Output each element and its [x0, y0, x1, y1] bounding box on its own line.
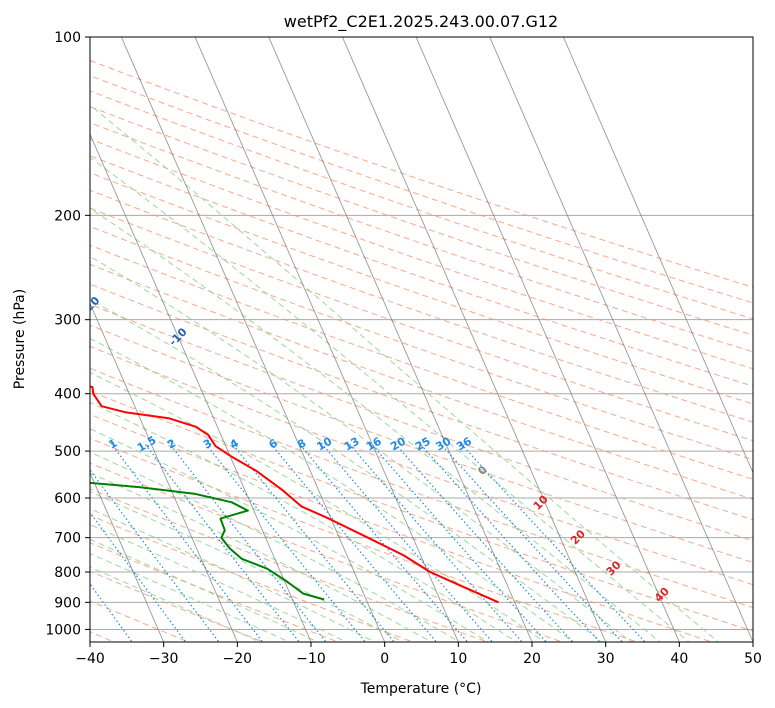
- y-tick-label: 300: [54, 313, 81, 329]
- mixing-ratio-line: [203, 441, 367, 642]
- dry-adiabat-line: [90, 172, 753, 405]
- mixing-ratio-label: 0.2: [0, 434, 3, 455]
- dry-adiabat-line: [90, 514, 415, 642]
- moist-adiabat-line: [90, 451, 461, 642]
- isotherm-line: [90, 133, 312, 642]
- mixing-ratio-line: [418, 441, 601, 642]
- dry-adiabat-line: [90, 390, 753, 632]
- dry-adiabat-line: [90, 413, 714, 642]
- isotherm-line: [415, 37, 680, 642]
- x-tick-label: −10: [296, 651, 326, 667]
- dry-adiabat-line: [90, 155, 753, 387]
- dewpoint-trace: [90, 481, 325, 601]
- mixing-ratio-line: [393, 441, 574, 642]
- x-axis: −40 −30 −20 −10 0 10 20 30 40 50: [75, 642, 762, 667]
- y-tick-label: 400: [54, 387, 81, 403]
- x-tick-label: 20: [523, 651, 541, 667]
- y-tick-label: 700: [54, 531, 81, 547]
- dry-adiabat-line: [90, 303, 753, 542]
- moist-adiabat-line: [90, 104, 720, 642]
- background-lines: [90, 37, 753, 642]
- isotherm-line: [562, 37, 753, 474]
- moist-adiabat-line: [90, 553, 291, 642]
- isotherm-line: [489, 37, 753, 642]
- moist-adiabat-line: [90, 156, 690, 642]
- dry-adiabat-line: [90, 488, 490, 642]
- isotherm-line: [194, 37, 459, 642]
- x-tick-label: −40: [75, 651, 105, 667]
- y-tick-label: 100: [54, 30, 81, 46]
- y-tick-label: 600: [54, 491, 81, 507]
- moist-adiabat-line: [90, 428, 489, 642]
- moist-adiabat-line: [90, 566, 262, 642]
- dry-adiabat-line: [90, 324, 753, 564]
- y-tick-label: 900: [54, 595, 81, 611]
- isotherm-line: [341, 37, 607, 642]
- y-axis: 100 200 300 400 500 600 700 800 900 1000: [45, 30, 90, 638]
- mixing-ratio-line: [143, 441, 301, 642]
- x-tick-label: 30: [597, 651, 615, 667]
- mixing-ratio-line: [269, 441, 438, 642]
- y-axis-title: Pressure (hPa): [12, 289, 28, 389]
- series-layer: [90, 385, 499, 604]
- isotherm-line: [90, 302, 238, 642]
- dry-adiabat-line: [90, 75, 753, 304]
- mixing-ratio-line: [109, 441, 264, 642]
- dry-adiabat-line: [90, 90, 753, 320]
- isotherm-line: [120, 37, 386, 642]
- mixing-ratio-line: [297, 441, 469, 642]
- x-axis-title: Temperature (°C): [360, 681, 482, 697]
- y-tick-label: 1000: [45, 622, 81, 638]
- moist-adiabat-line: [90, 299, 604, 642]
- isotherm-line: [90, 471, 165, 642]
- y-tick-label: 800: [54, 565, 81, 581]
- x-tick-label: 10: [449, 651, 467, 667]
- x-tick-label: 50: [744, 651, 762, 667]
- isotherm-line: [268, 37, 533, 642]
- dry-adiabat-line: [90, 462, 564, 642]
- dry-adiabat-line: [90, 367, 753, 609]
- dry-adiabat-line: [90, 138, 753, 370]
- isotherm-label: -30: [0, 262, 15, 285]
- y-tick-label: 500: [54, 444, 81, 460]
- mixing-ratio-line: [320, 441, 494, 642]
- moist-adiabat-line: [90, 508, 376, 642]
- dry-adiabat-line: [90, 106, 753, 336]
- mixing-ratio-label: 0.4: [30, 433, 54, 454]
- moist-adiabat-line: [90, 255, 633, 642]
- y-tick-label: 200: [54, 208, 81, 224]
- moist-adiabat-line: [90, 538, 319, 642]
- x-tick-label: −20: [223, 651, 253, 667]
- plot-frame: [89, 36, 754, 643]
- chart-title: wetPf2_C2E1.2025.243.00.07.G12: [284, 12, 558, 32]
- dry-adiabat-line: [90, 189, 753, 423]
- mixing-ratio-line: [438, 441, 624, 642]
- mixing-ratio-line: [347, 441, 523, 642]
- x-tick-label: 0: [380, 651, 389, 667]
- plot-area: 0.10.20.40.611.52346810131620253036-100-…: [0, 37, 753, 642]
- moist-adiabat-line: [90, 401, 518, 642]
- moist-adiabat-line: [90, 337, 575, 642]
- x-tick-label: 40: [670, 651, 688, 667]
- dry-adiabat-line: [90, 122, 753, 353]
- temperature-trace: [90, 385, 499, 604]
- moist-adiabat-line: [90, 491, 405, 642]
- mixing-ratio-line: [167, 441, 327, 642]
- x-tick-label: −30: [149, 651, 179, 667]
